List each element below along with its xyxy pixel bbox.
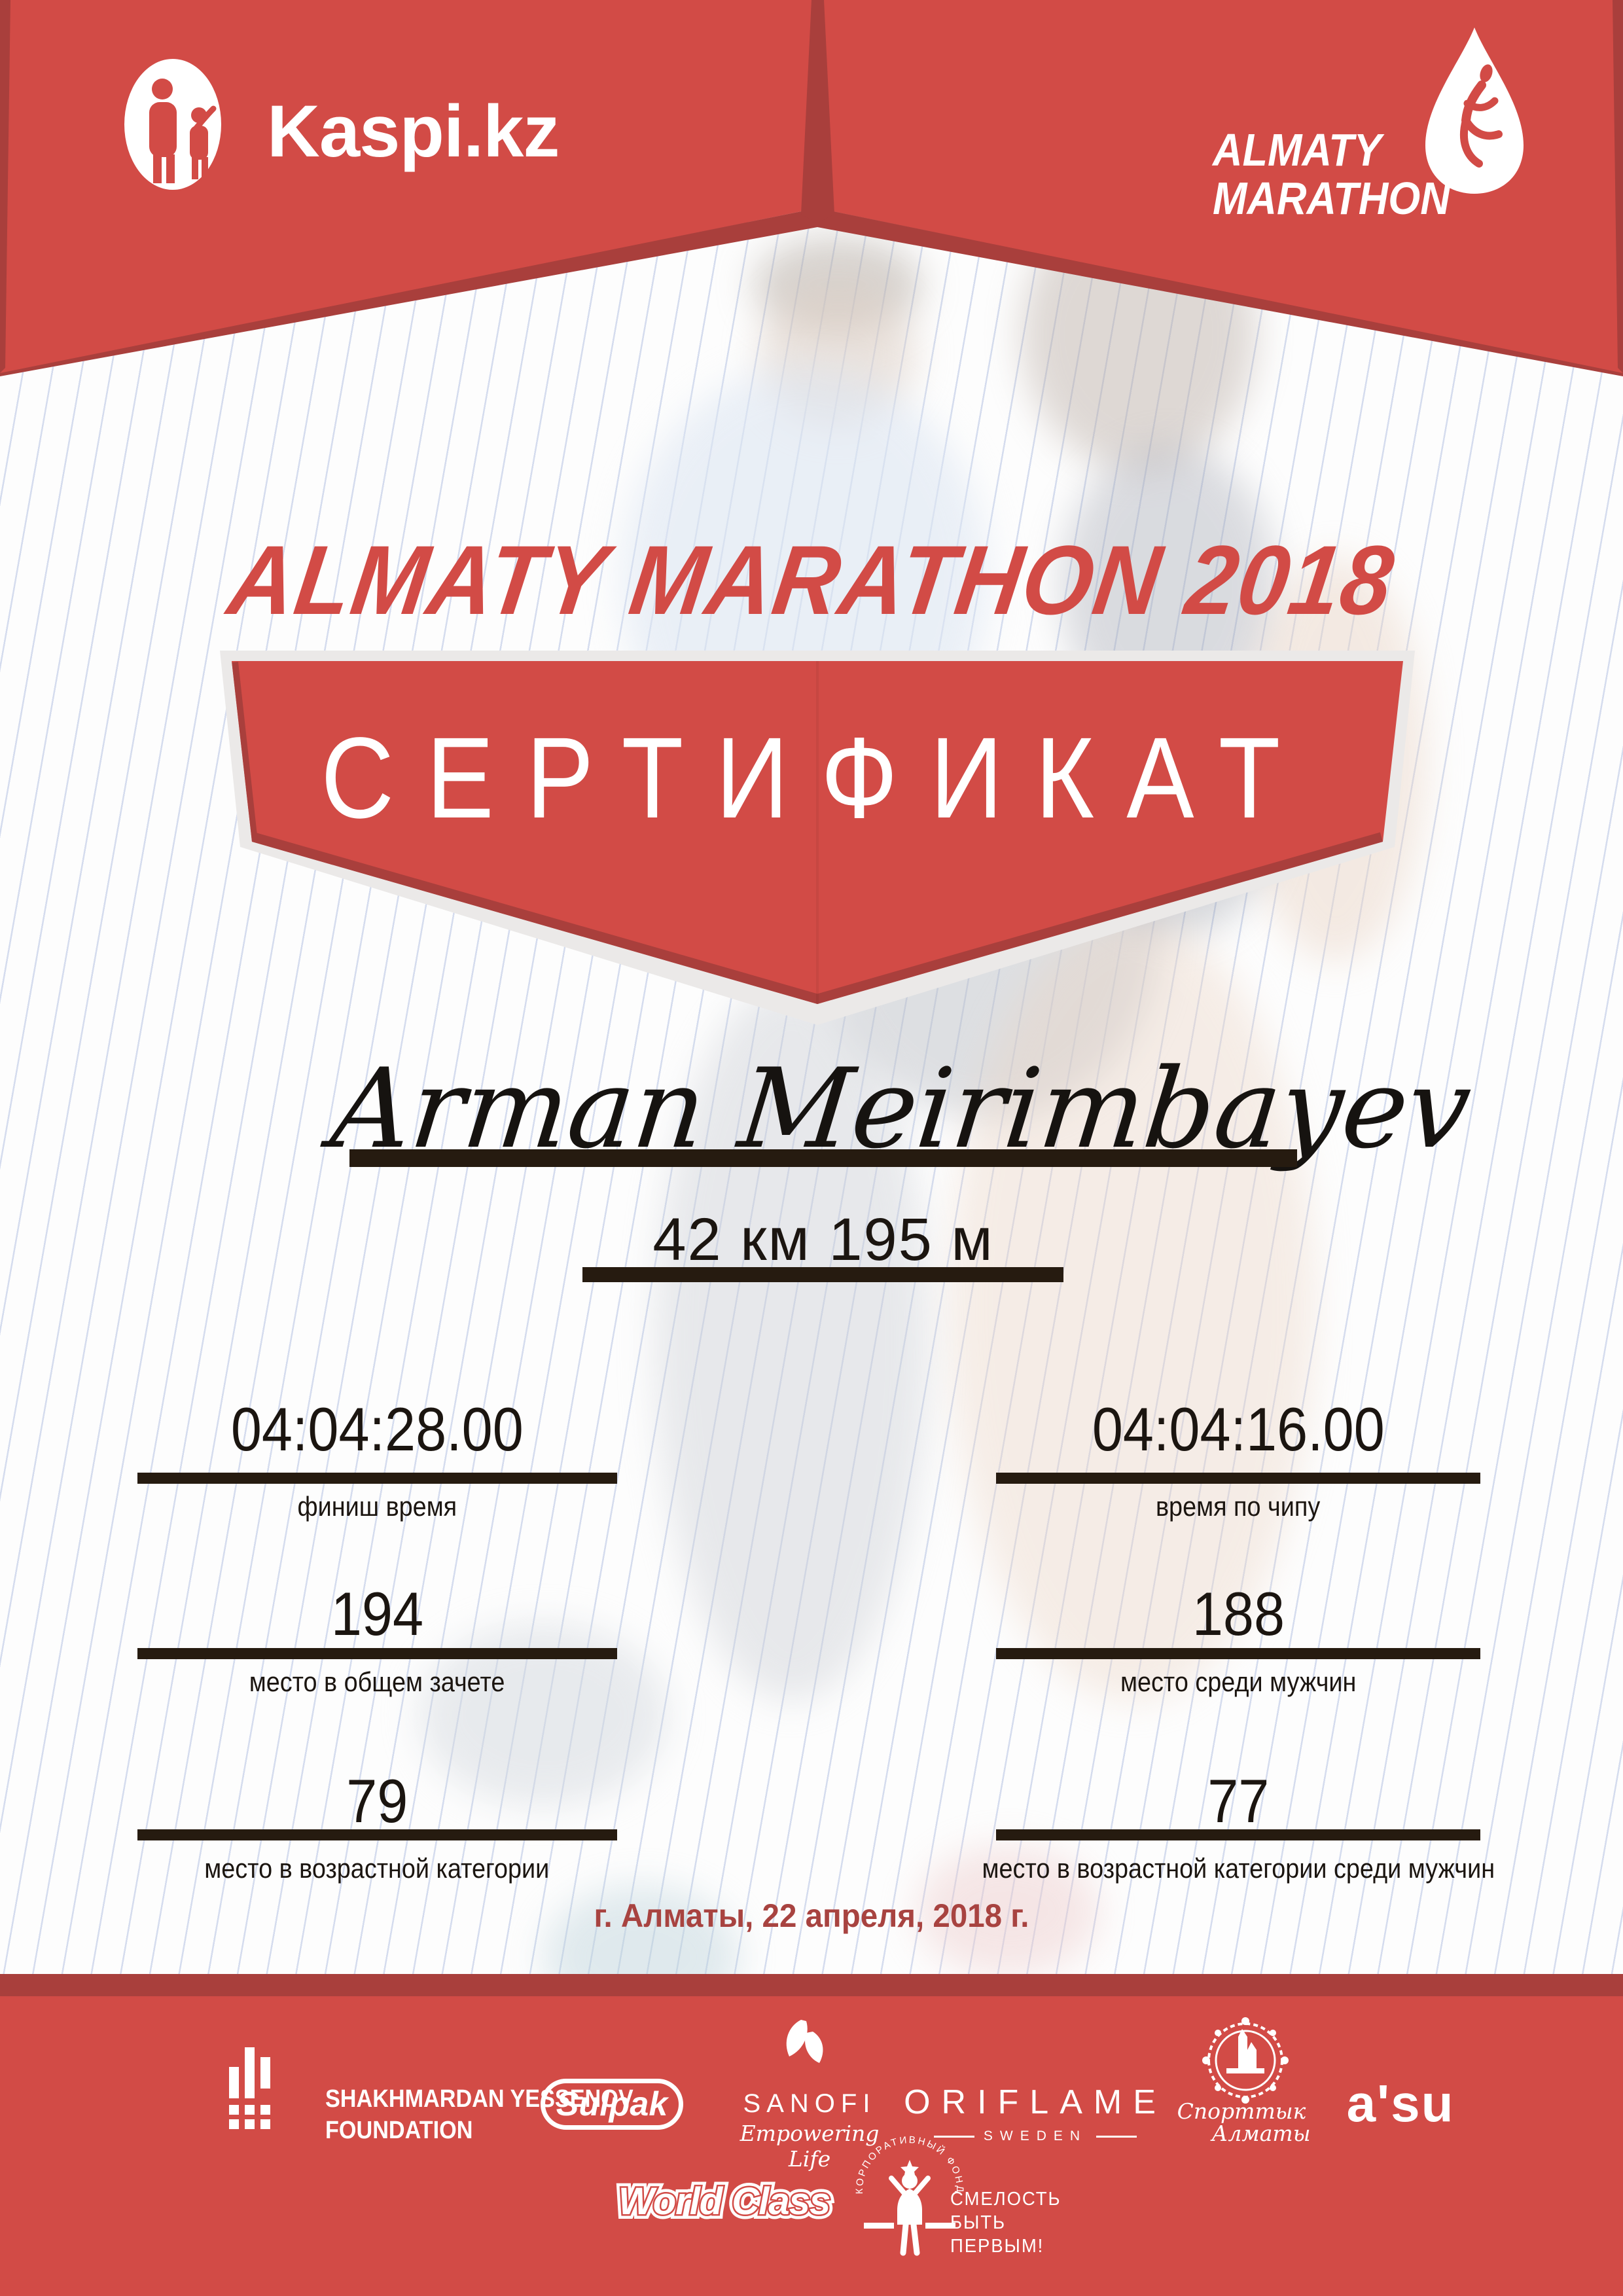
- header-right-fold: [1613, 0, 1623, 373]
- sanofi-tagline: Empowering Life: [740, 2121, 880, 2172]
- marathon-logo-text: ALMATY MARATHON: [1213, 126, 1450, 223]
- finish-time-rule: [137, 1473, 617, 1484]
- distance-value: 42 км 195 м: [652, 1206, 994, 1273]
- event-date: г. Алматы, 22 апреля, 2018 г.: [594, 1897, 1029, 1934]
- marathon-runner-icon: [1425, 27, 1524, 194]
- oriflame-dash-left: [933, 2135, 974, 2138]
- chip-time-value: 04:04:16.00: [1092, 1395, 1385, 1463]
- oriflame-logo-text: ORIFLAME: [904, 2083, 1167, 2121]
- fund-motto-line1: СМЕЛОСТЬ: [950, 2189, 1061, 2210]
- age-place-value: 79: [346, 1767, 408, 1835]
- header-left-fold: [0, 0, 10, 373]
- pennant-left-shadow: [232, 662, 258, 842]
- fund-motto-line3: ПЕРВЫМ!: [950, 2236, 1044, 2257]
- chip-time-rule: [996, 1473, 1480, 1484]
- ghost-shoe-3: [916, 1846, 1099, 1977]
- age-men-place-rule: [996, 1829, 1480, 1840]
- yessenov-grid-icon: [229, 2047, 270, 2129]
- overall-place-rule: [137, 1648, 617, 1659]
- sport-almaty-line1: Спорттык: [1177, 2098, 1306, 2124]
- event-title: ALMATY MARATHON 2018: [222, 525, 1401, 635]
- marathon-logo-line2: MARATHON: [1213, 173, 1450, 224]
- pennant-inner-shadow: [249, 832, 1386, 1004]
- sanofi-bird-icon: [786, 2020, 823, 2063]
- age-place-label: место в возрастной категории: [204, 1853, 550, 1884]
- kaspi-figures-icon: [124, 59, 221, 190]
- sport-almaty-line2: Алматы: [1211, 2121, 1311, 2146]
- world-class-halo: World Class: [616, 2179, 832, 2225]
- age-place-rule: [137, 1829, 617, 1840]
- ghost-legs-pants: [654, 982, 929, 1702]
- world-class-outline: World Class: [614, 2176, 835, 2227]
- oriflame-dash-right: [1096, 2135, 1137, 2138]
- oriflame-sweden-text: SWEDEN: [983, 2128, 1088, 2144]
- finish-time-value: 04:04:28.00: [230, 1395, 524, 1463]
- overall-place-label: место в общем зачете: [249, 1666, 505, 1697]
- sanofi-logo-text: SANOFI: [743, 2089, 876, 2118]
- overall-place-value: 194: [330, 1579, 423, 1648]
- sulpak-logo: Sulpak: [541, 2079, 683, 2130]
- chip-time-label: время по чипу: [1156, 1491, 1321, 1522]
- kaspi-logo-text: Kaspi.kz: [267, 90, 560, 172]
- marathon-logo-line1: ALMATY: [1213, 124, 1382, 175]
- world-class-text: World Class: [618, 2180, 830, 2223]
- name-underline: [349, 1149, 1297, 1167]
- sport-almaty-icon: [1202, 2017, 1289, 2104]
- men-place-rule: [996, 1648, 1480, 1659]
- distance-underline: [582, 1267, 1063, 1282]
- men-place-value: 188: [1192, 1579, 1285, 1648]
- certificate-label: СЕРТИФИКАТ: [321, 714, 1313, 842]
- footer-dark-strip: [0, 1974, 1623, 1996]
- fund-motto-line2: БЫТЬ: [950, 2212, 1006, 2233]
- yessenov-foundation-line2: FOUNDATION: [325, 2117, 473, 2144]
- ghost-legs-skin: [949, 916, 1315, 1702]
- asu-logo-text: a'su: [1346, 2074, 1455, 2132]
- age-men-place-label: место в возрастной категории среди мужчи…: [982, 1853, 1495, 1884]
- world-class-logo: World Class World Class World Class: [614, 2176, 835, 2238]
- men-place-label: место среди мужчин: [1120, 1666, 1357, 1697]
- yessenov-foundation-line1: SHAKHMARDAN YESSENOV: [325, 2085, 633, 2113]
- age-men-place-value: 77: [1207, 1767, 1270, 1835]
- oriflame-sweden-line: SWEDEN: [898, 2128, 1173, 2144]
- header-center-spike: [801, 0, 834, 223]
- finish-time-label: финиш время: [297, 1491, 457, 1522]
